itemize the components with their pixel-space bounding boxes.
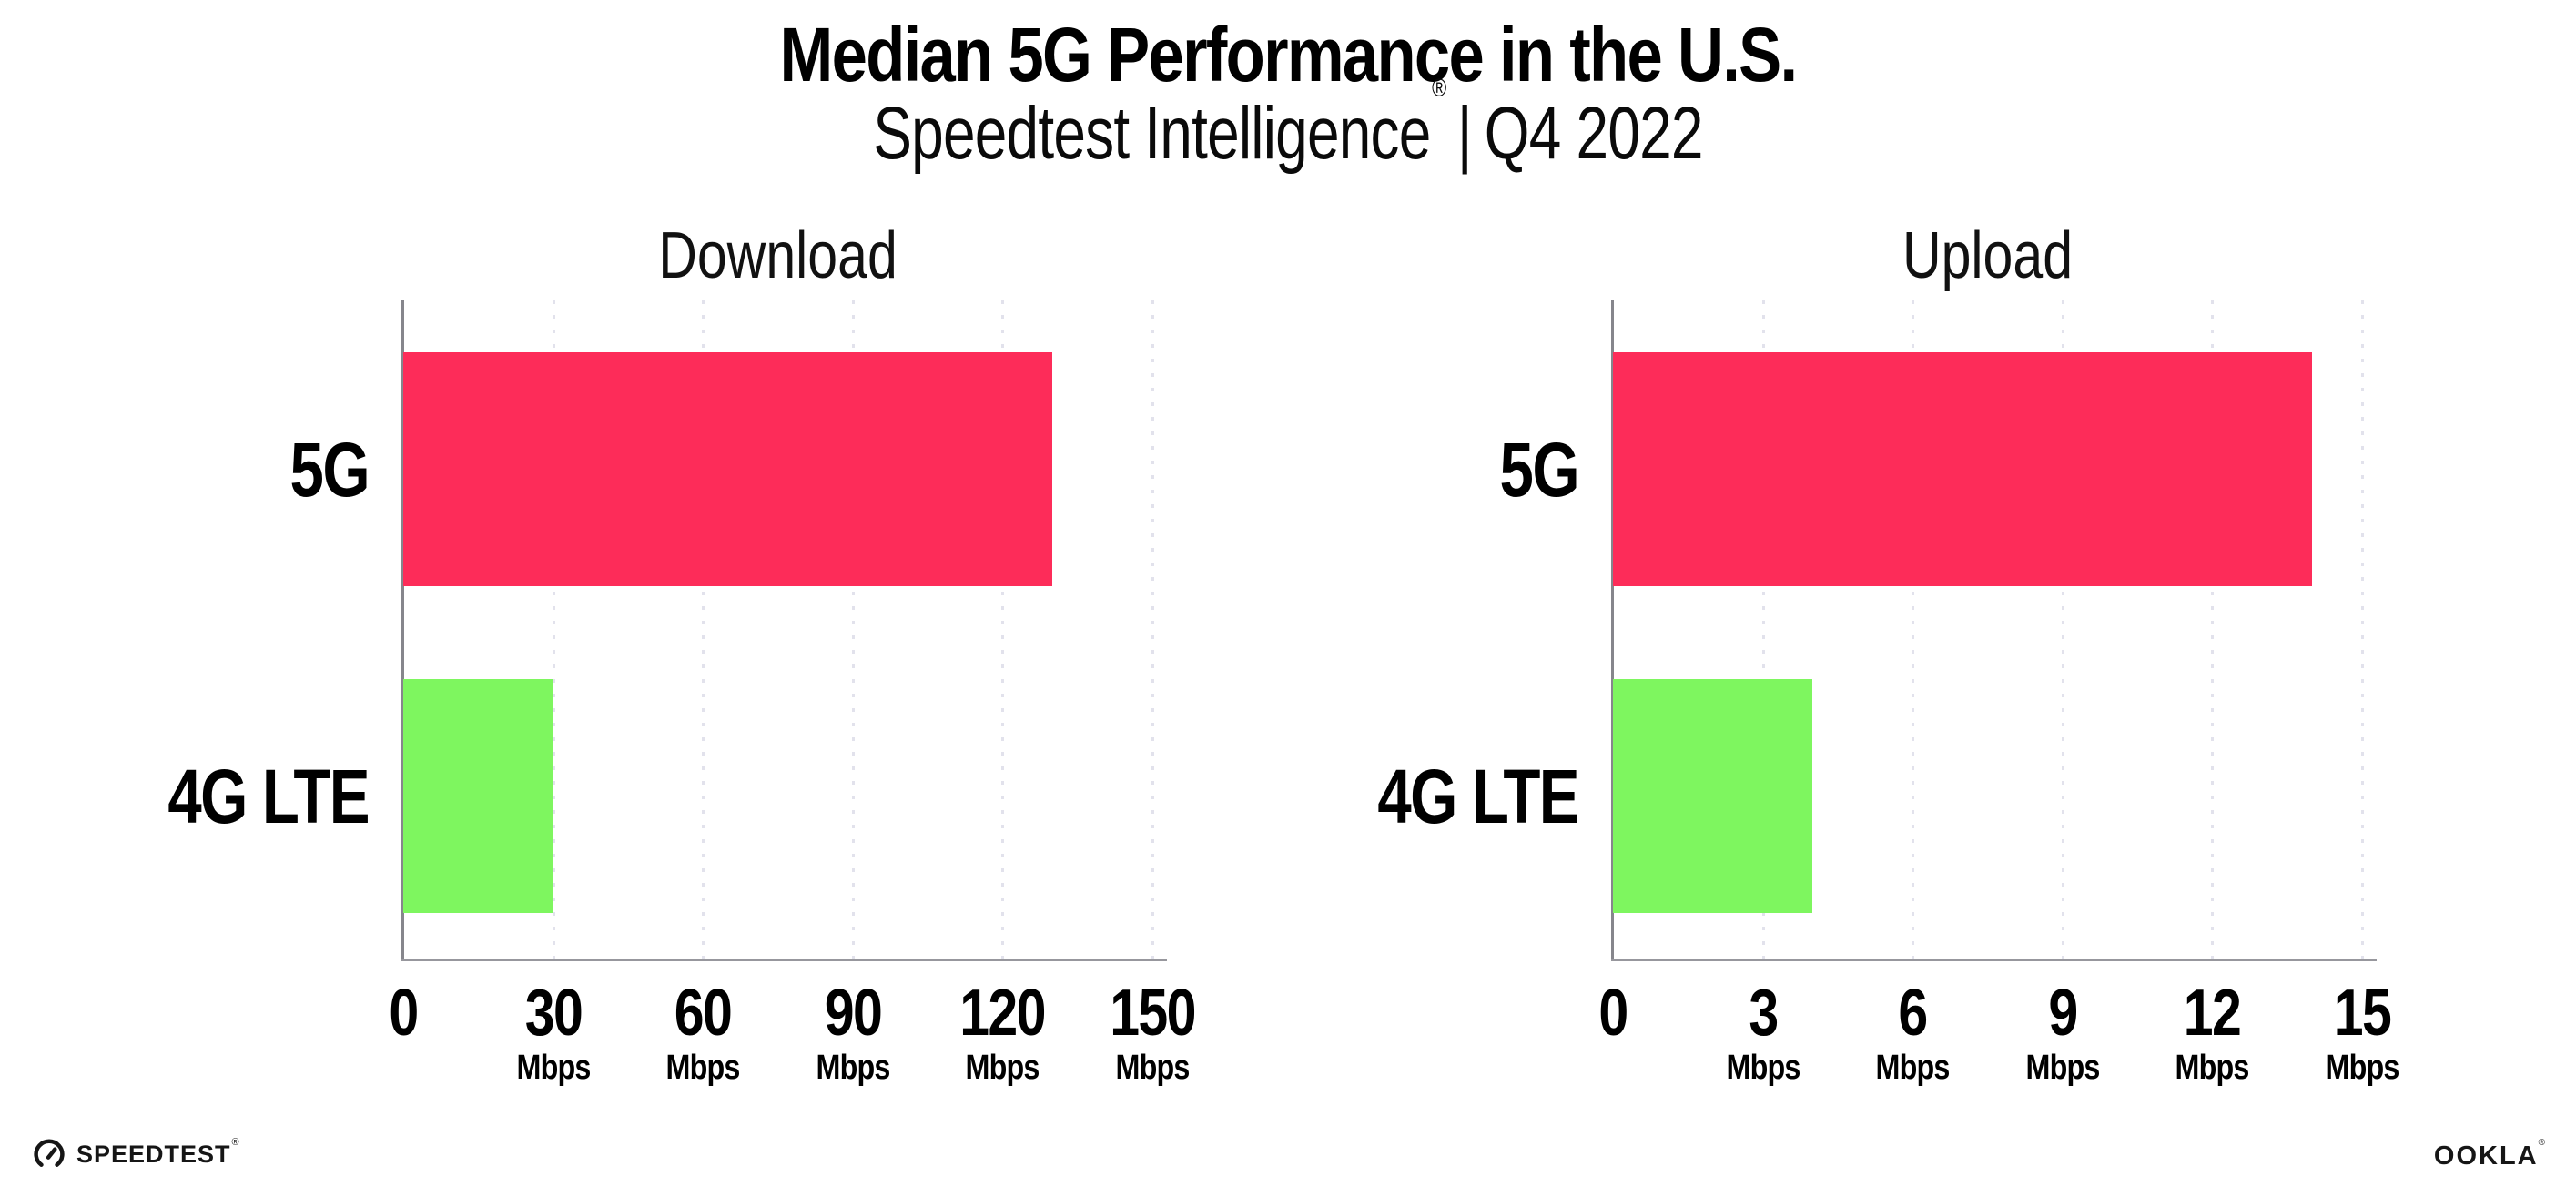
gridline: [2361, 300, 2364, 959]
subtitle-brand: Speedtest Intelligence: [873, 92, 1431, 175]
x-tick-unit: Mbps: [1875, 1049, 1951, 1087]
bar-5g-download: [403, 352, 1053, 586]
gridline: [1001, 300, 1005, 959]
x-tick-label: 15: [2333, 977, 2392, 1050]
speedtest-logo: SPEEDTEST®: [33, 1136, 240, 1171]
x-tick-unit: Mbps: [2325, 1049, 2400, 1087]
category-label-4g-lte: 4G LTE: [167, 753, 370, 839]
x-tick-label: 90: [824, 977, 883, 1050]
category-label-5g: 5G: [1499, 426, 1580, 512]
x-tick-label: 150: [1110, 977, 1196, 1050]
x-tick-unit: Mbps: [1726, 1049, 1800, 1087]
x-axis: [1611, 959, 2377, 961]
gridline: [851, 300, 855, 959]
x-tick-unit: Mbps: [965, 1049, 1040, 1087]
x-tick-unit: Mbps: [2025, 1049, 2100, 1087]
x-tick-unit: Mbps: [816, 1049, 890, 1087]
gridline: [2211, 300, 2215, 959]
bar-4g-lte-upload: [1613, 679, 1813, 913]
x-tick-unit: Mbps: [665, 1049, 741, 1087]
gridline: [1151, 300, 1154, 959]
ookla-logo: OOKLA®: [2433, 1138, 2547, 1172]
ookla-logo-text: OOKLA®: [2433, 1138, 2547, 1171]
x-tick-label: 30: [524, 977, 583, 1050]
gridline: [2061, 300, 2064, 959]
x-tick-label: 12: [2184, 977, 2242, 1050]
x-tick-label: 0: [1598, 977, 1628, 1050]
registered-trademark-icon: ®: [1432, 73, 1446, 102]
x-tick-label: 0: [389, 977, 419, 1050]
page-subtitle: Speedtest Intelligence® | Q4 2022: [283, 74, 2292, 177]
registered-trademark-icon: ®: [231, 1136, 240, 1148]
gridline: [552, 300, 555, 959]
gridline: [1912, 300, 1915, 959]
x-axis: [401, 959, 1167, 961]
gridline: [1761, 300, 1765, 959]
x-tick-label: 3: [1748, 977, 1779, 1050]
x-tick-label: 9: [2048, 977, 2078, 1050]
chart-title-upload: Upload: [1902, 219, 2074, 292]
x-tick-label: 120: [959, 977, 1047, 1050]
gauge-icon: [34, 1139, 65, 1167]
category-label-4g-lte: 4G LTE: [1377, 753, 1579, 839]
x-tick-label: 6: [1898, 977, 1929, 1050]
registered-trademark-icon: ®: [2538, 1138, 2547, 1149]
gridline: [702, 300, 705, 959]
subtitle-period: Q4 2022: [1484, 92, 1704, 175]
subtitle-separator: |: [1456, 92, 1473, 175]
speedtest-logo-text: SPEEDTEST®: [76, 1136, 240, 1168]
y-axis: [1611, 300, 1614, 961]
x-tick-unit: Mbps: [2175, 1049, 2250, 1087]
chart-title-download: Download: [658, 219, 898, 292]
bar-5g-upload: [1613, 352, 2313, 586]
bar-4g-lte-download: [403, 679, 553, 913]
x-tick-label: 60: [674, 977, 733, 1050]
page-title: Median 5G Performance in the U.S.: [779, 12, 1799, 97]
category-label-5g: 5G: [289, 426, 370, 512]
x-tick-unit: Mbps: [516, 1049, 591, 1087]
x-tick-unit: Mbps: [1115, 1049, 1191, 1087]
y-axis: [401, 300, 404, 961]
